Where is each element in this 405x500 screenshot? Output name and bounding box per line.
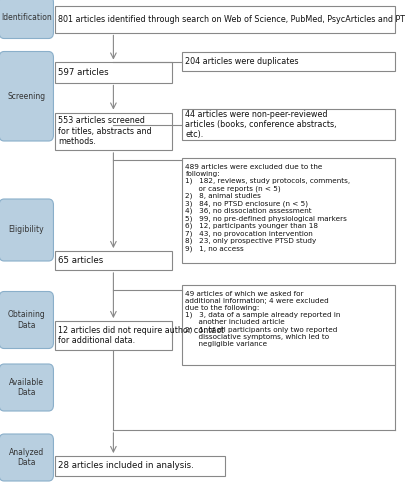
Text: 204 articles were duplicates: 204 articles were duplicates bbox=[185, 57, 299, 66]
FancyBboxPatch shape bbox=[0, 52, 53, 141]
Text: Identification: Identification bbox=[1, 13, 52, 22]
Bar bbox=[182, 158, 395, 262]
FancyBboxPatch shape bbox=[0, 199, 53, 261]
Text: Eligibility: Eligibility bbox=[9, 226, 44, 234]
Bar bbox=[182, 52, 395, 71]
Bar bbox=[182, 285, 395, 365]
FancyBboxPatch shape bbox=[0, 434, 53, 481]
Bar bbox=[55, 6, 395, 32]
Text: 489 articles were excluded due to the
following:
1)   182, reviews, study protoc: 489 articles were excluded due to the fo… bbox=[185, 164, 351, 252]
FancyBboxPatch shape bbox=[0, 364, 53, 411]
Bar bbox=[55, 456, 225, 476]
Text: 28 articles included in analysis.: 28 articles included in analysis. bbox=[58, 462, 194, 470]
Text: Screening: Screening bbox=[7, 92, 45, 101]
Text: 12 articles did not require author contact
for additional data.: 12 articles did not require author conta… bbox=[58, 326, 224, 345]
Bar bbox=[55, 62, 172, 82]
Bar bbox=[182, 109, 395, 140]
Text: 801 articles identified through search on Web of Science, PubMed, PsycArticles a: 801 articles identified through search o… bbox=[58, 15, 405, 24]
Text: Available
Data: Available Data bbox=[9, 378, 44, 397]
Text: Analyzed
Data: Analyzed Data bbox=[9, 448, 44, 467]
Text: Obtaining
Data: Obtaining Data bbox=[7, 310, 45, 330]
Text: 65 articles: 65 articles bbox=[58, 256, 103, 265]
FancyBboxPatch shape bbox=[0, 292, 53, 348]
Bar bbox=[55, 112, 172, 150]
Text: 597 articles: 597 articles bbox=[58, 68, 109, 77]
Text: 553 articles screened
for titles, abstracts and
methods.: 553 articles screened for titles, abstra… bbox=[58, 116, 151, 146]
Text: 44 articles were non-peer-reviewed
articles (books, conference abstracts,
etc).: 44 articles were non-peer-reviewed artic… bbox=[185, 110, 337, 140]
Bar bbox=[55, 321, 172, 350]
FancyBboxPatch shape bbox=[0, 0, 53, 38]
Bar bbox=[55, 251, 172, 270]
Text: 49 articles of which we asked for
additional information; 4 were excluded
due to: 49 articles of which we asked for additi… bbox=[185, 291, 341, 347]
